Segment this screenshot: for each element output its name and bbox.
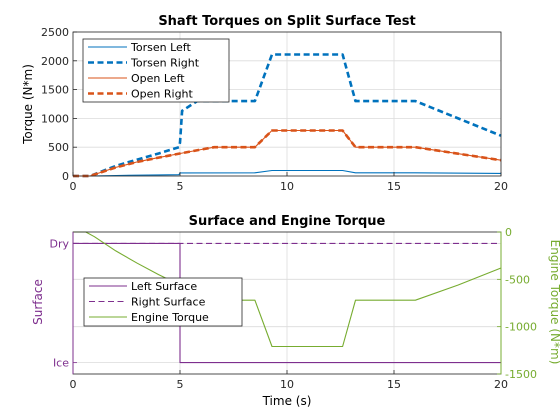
axis-ticks: 0 5 10 15 20-1500 -1000 -500 0 Dry Ice [49,226,536,391]
legend: Left Surface Right Surface Engine Torque [83,277,243,327]
legend-label: Left Surface [131,280,197,293]
series-line-torsen-right [73,53,502,178]
x-axis-label: Time (s) [262,394,312,408]
chart-title: Surface and Engine Torque [189,214,386,229]
y-tick-label: 0 [62,170,69,183]
y-axis-label: Torque (N*m) [21,64,35,145]
legend-label: Torsen Left [130,41,191,54]
y-tick-label: 1500 [41,84,69,97]
x-tick-label: 20 [494,180,508,193]
y-tick-label: 2000 [41,55,69,68]
axis-ticks: 0 5 10 15 20 0 500 1000 1500 2000 2500 [41,26,508,193]
x-tick-label: 0 [70,378,77,391]
shaft-torque-chart: Shaft Torques on Split Surface Test 0 5 10… [21,14,508,193]
series-line-torsen-left [73,169,502,177]
y-axis-label-left: Surface [31,279,45,325]
y-axis-label-right: Engine Torque (N*m) [548,240,560,365]
x-tick-label: 20 [494,378,508,391]
y-tick-label: 500 [48,141,69,154]
y-tick-label: 1000 [41,112,69,125]
x-tick-label: 15 [387,180,401,193]
y-right-tick-label: -500 [505,273,530,286]
x-tick-label: 15 [387,378,401,391]
legend-label: Torsen Right [130,57,200,70]
y-left-tick-label: Ice [53,357,69,370]
surface-engine-chart: Surface and Engine Torque 0 5 10 15 20-1500 -… [31,214,560,408]
y-right-tick-label: -1500 [505,368,537,381]
legend-box [82,38,230,103]
chart-title: Shaft Torques on Split Surface Test [158,14,415,29]
x-tick-label: 10 [280,180,294,193]
x-tick-label: 10 [280,378,294,391]
x-tick-label: 5 [177,378,184,391]
legend-label: Open Left [131,72,185,85]
y-right-tick-label: 0 [505,226,512,239]
legend-label: Engine Torque [131,311,209,324]
x-tick-label: 0 [70,180,77,193]
y-right-tick-label: -1000 [505,321,537,334]
legend-label: Open Right [131,88,194,101]
y-left-tick-label: Dry [49,237,69,250]
series-line-open-right [73,129,502,178]
legend-label: Right Surface [131,296,206,309]
series-group [73,53,502,178]
y-tick-label: 2500 [41,26,69,39]
x-tick-label: 5 [177,180,184,193]
legend: Torsen Left Torsen Right Open Left Open Rig… [82,38,230,103]
